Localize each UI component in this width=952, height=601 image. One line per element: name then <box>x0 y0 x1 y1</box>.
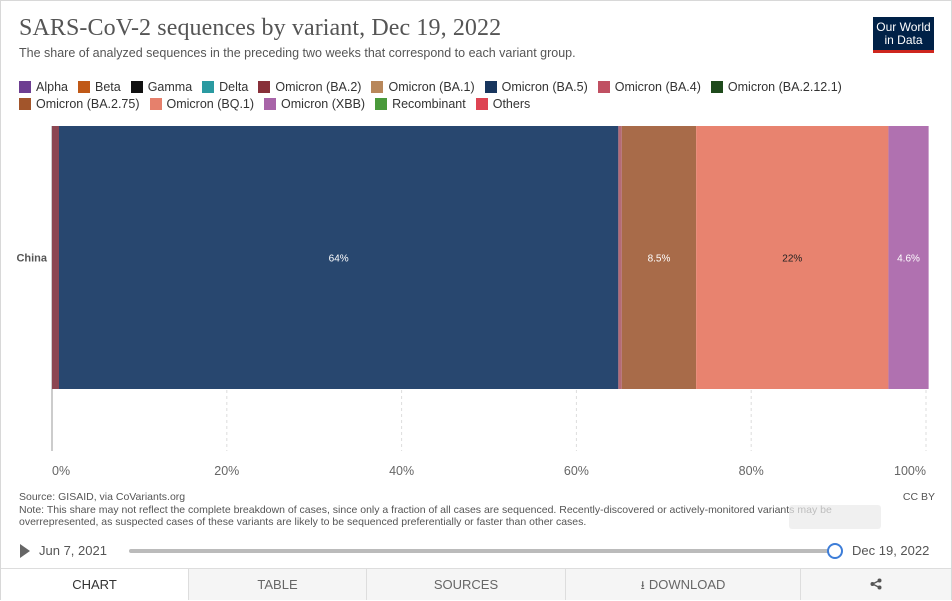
legend-item[interactable]: Omicron (XBB) <box>264 96 365 113</box>
timeline-end-date[interactable]: Dec 19, 2022 <box>852 543 930 558</box>
legend-swatch <box>597 81 610 93</box>
legend-swatch <box>202 81 215 93</box>
date-tooltip-ghost <box>789 505 881 529</box>
legend-swatch <box>149 98 162 110</box>
legend: Alpha Beta Gamma Delta Omicron (BA.2) Omicron… <box>19 79 919 113</box>
category-label: China <box>16 253 47 265</box>
license-link[interactable]: CC BY <box>902 491 935 503</box>
timeline-handle[interactable] <box>827 543 843 559</box>
chart-title: SARS-CoV-2 sequences by variant, Dec 19,… <box>19 15 502 41</box>
legend-swatch <box>130 81 143 93</box>
legend-swatch <box>264 98 277 110</box>
legend-label: Omicron (BA.2.12.1) <box>727 80 842 94</box>
legend-item[interactable]: Omicron (BA.2.75) <box>19 96 140 113</box>
x-tick-label: 40% <box>389 464 414 478</box>
tab-sources-label: SOURCES <box>433 577 499 592</box>
tab-download[interactable]: ⭳ DOWNLOAD <box>565 569 800 600</box>
legend-swatch <box>258 81 271 93</box>
x-tick-label: 60% <box>564 464 589 478</box>
share-icon <box>870 578 882 590</box>
play-icon[interactable] <box>20 544 30 558</box>
bar-segment[interactable] <box>696 126 889 389</box>
legend-label: Alpha <box>36 80 68 94</box>
legend-label: Omicron (BA.2.75) <box>36 97 140 111</box>
legend-item[interactable]: Alpha <box>19 79 68 96</box>
legend-item[interactable]: Beta <box>77 79 121 96</box>
timeline-start-date[interactable]: Jun 7, 2021 <box>39 543 107 558</box>
x-tick-label: 20% <box>214 464 239 478</box>
legend-swatch <box>371 81 384 93</box>
x-tick-label: 80% <box>739 464 764 478</box>
x-tick-label: 0% <box>52 464 70 478</box>
legend-item[interactable]: Recombinant <box>375 96 466 113</box>
legend-label: Omicron (BQ.1) <box>166 97 255 111</box>
legend-item[interactable]: Omicron (BA.4) <box>597 79 701 96</box>
bar-segment[interactable] <box>618 126 622 389</box>
bar-segment[interactable] <box>621 126 697 389</box>
tab-chart[interactable]: CHART <box>1 569 188 600</box>
bar-segment[interactable] <box>888 126 929 389</box>
legend-item[interactable]: Omicron (BA.5) <box>484 79 588 96</box>
tab-bar: CHART TABLE SOURCES ⭳ DOWNLOAD <box>1 568 951 600</box>
legend-label: Omicron (BA.1) <box>388 80 475 94</box>
tab-chart-label: CHART <box>72 577 117 592</box>
legend-label: Delta <box>219 80 249 94</box>
tab-download-label: DOWNLOAD <box>648 577 726 592</box>
source-text: Source: GISAID, via CoVariants.org <box>19 491 186 503</box>
legend-label: Omicron (BA.2) <box>275 80 362 94</box>
legend-swatch <box>475 98 488 110</box>
note-text: Note: This share may not reflect the com… <box>19 504 832 528</box>
legend-swatch <box>484 81 497 93</box>
legend-item[interactable]: Omicron (BQ.1) <box>149 96 255 113</box>
legend-label: Beta <box>94 80 121 94</box>
legend-swatch <box>19 98 31 110</box>
legend-label: Omicron (XBB) <box>281 97 366 111</box>
tab-table-label: TABLE <box>257 577 298 592</box>
tab-sources[interactable]: SOURCES <box>366 569 565 600</box>
legend-item[interactable]: Omicron (BA.1) <box>371 79 475 96</box>
bar-data-label: 8.5% <box>648 254 671 265</box>
stacked-bar-chart: China 64% 8.5% 22% 4.6% 0% 20% 40% 60% 80% 100% <box>16 126 929 478</box>
tab-table[interactable]: TABLE <box>188 569 366 600</box>
timeline: Jun 7, 2021 Dec 19, 2022 <box>1 539 951 563</box>
legend-label: Others <box>492 97 531 111</box>
chart-subtitle: The share of analyzed sequences in the p… <box>19 46 576 60</box>
owid-logo[interactable]: Our World in Data <box>873 17 934 53</box>
legend-item[interactable]: Delta <box>202 79 248 96</box>
bar-data-label: 64% <box>329 254 349 265</box>
legend-swatch <box>710 81 723 93</box>
legend-item[interactable]: Omicron (BA.2) <box>258 79 361 96</box>
download-icon: ⭳ <box>640 578 645 592</box>
bar-data-label: 22% <box>782 254 802 265</box>
legend-swatch <box>77 81 90 93</box>
legend-label: Omicron (BA.4) <box>614 80 701 94</box>
tab-share[interactable] <box>800 569 951 600</box>
x-tick-label: 100% <box>894 464 926 478</box>
legend-label: Recombinant <box>392 97 466 111</box>
legend-item[interactable]: Omicron (BA.2.12.1) <box>710 79 842 96</box>
logo-line-1: Our World <box>876 20 931 34</box>
logo-line-2: in Data <box>884 33 923 47</box>
legend-label: Gamma <box>147 80 193 94</box>
legend-item[interactable]: Gamma <box>130 79 193 96</box>
bar-data-label: 4.6% <box>897 254 920 265</box>
legend-swatch <box>375 98 388 110</box>
logo-accent-bar <box>873 50 934 53</box>
legend-label: Omicron (BA.5) <box>501 80 588 94</box>
bar-segment[interactable] <box>52 126 59 389</box>
legend-item[interactable]: Others <box>475 96 531 113</box>
legend-swatch <box>19 81 31 93</box>
bar-segment[interactable] <box>58 126 619 389</box>
timeline-track[interactable] <box>129 549 834 553</box>
